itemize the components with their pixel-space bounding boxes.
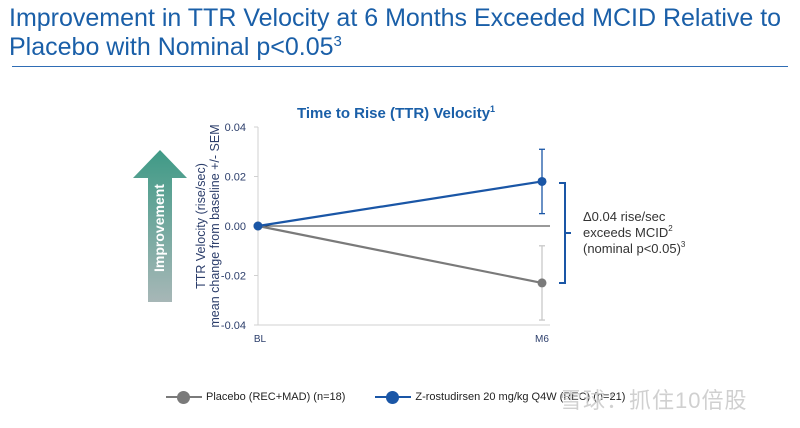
series-lines — [257, 180, 543, 285]
y-axis-title: TTR Velocity (rise/sec) mean change from… — [194, 124, 222, 327]
y-axis-title-line-2: mean change from baseline +/- SEM — [208, 124, 222, 327]
annotation-line-3: (nominal p<0.05)3 — [583, 241, 685, 257]
y-tick-label: 0.04 — [225, 122, 246, 134]
legend: Placebo (REC+MAD) (n=18) Z-rostudirsen 2… — [166, 391, 655, 404]
chart-title: Time to Rise (TTR) Velocity1 — [297, 104, 495, 122]
title-divider — [12, 66, 788, 67]
y-ticks: 0.04 0.02 0.00 -0.02 -0.04 — [221, 122, 258, 332]
y-axis-title-line-1: TTR Velocity (rise/sec) — [194, 163, 208, 289]
series-points — [253, 176, 547, 288]
error-bars — [539, 148, 545, 321]
annotation-line-1: Δ0.04 rise/sec — [583, 209, 666, 224]
legend-item-placebo: Placebo (REC+MAD) (n=18) — [166, 391, 346, 404]
legend-marker-z-rostudirsen — [375, 391, 412, 404]
x-tick-label: BL — [254, 334, 267, 345]
x-ticks: BL M6 — [254, 334, 549, 345]
y-tick-label: 0.02 — [225, 172, 246, 184]
data-point — [537, 176, 547, 186]
annotation-line-3-text: (nominal p<0.05) — [583, 241, 681, 256]
series-line — [257, 180, 543, 228]
bracket — [559, 182, 571, 284]
y-tick-label: -0.02 — [221, 271, 246, 283]
annotation-line-2-sup: 2 — [668, 224, 673, 233]
x-tick-label: M6 — [535, 334, 549, 345]
axes — [257, 127, 550, 326]
y-tick-label: -0.04 — [221, 320, 246, 332]
legend-label-z-rostudirsen: Z-rostudirsen 20 mg/kg Q4W (REC) (n=21) — [415, 391, 626, 403]
mcid-annotation: Δ0.04 rise/sec exceeds MCID2 (nominal p<… — [583, 209, 685, 257]
legend-item-z-rostudirsen: Z-rostudirsen 20 mg/kg Q4W (REC) (n=21) — [375, 391, 626, 404]
annotation-line-2: exceeds MCID2 — [583, 225, 685, 241]
improvement-arrow-icon — [133, 150, 187, 302]
y-tick-label: 0.00 — [225, 221, 246, 233]
legend-marker-placebo — [166, 391, 202, 404]
series-line — [257, 224, 543, 285]
annotation-line-3-sup: 3 — [680, 240, 686, 249]
chart-title-superscript: 1 — [490, 104, 495, 114]
slide-title-superscript: 3 — [333, 33, 342, 50]
slide-title: Improvement in TTR Velocity at 6 Months … — [9, 4, 789, 62]
watermark: 雪球：抓住10倍股 — [560, 388, 748, 413]
legend-label-placebo: Placebo (REC+MAD) (n=18) — [206, 391, 346, 403]
data-point — [537, 278, 547, 288]
slide-title-text: Improvement in TTR Velocity at 6 Months … — [9, 4, 782, 61]
annotation-line-2-text: exceeds MCID — [583, 225, 669, 240]
data-point — [253, 221, 263, 231]
